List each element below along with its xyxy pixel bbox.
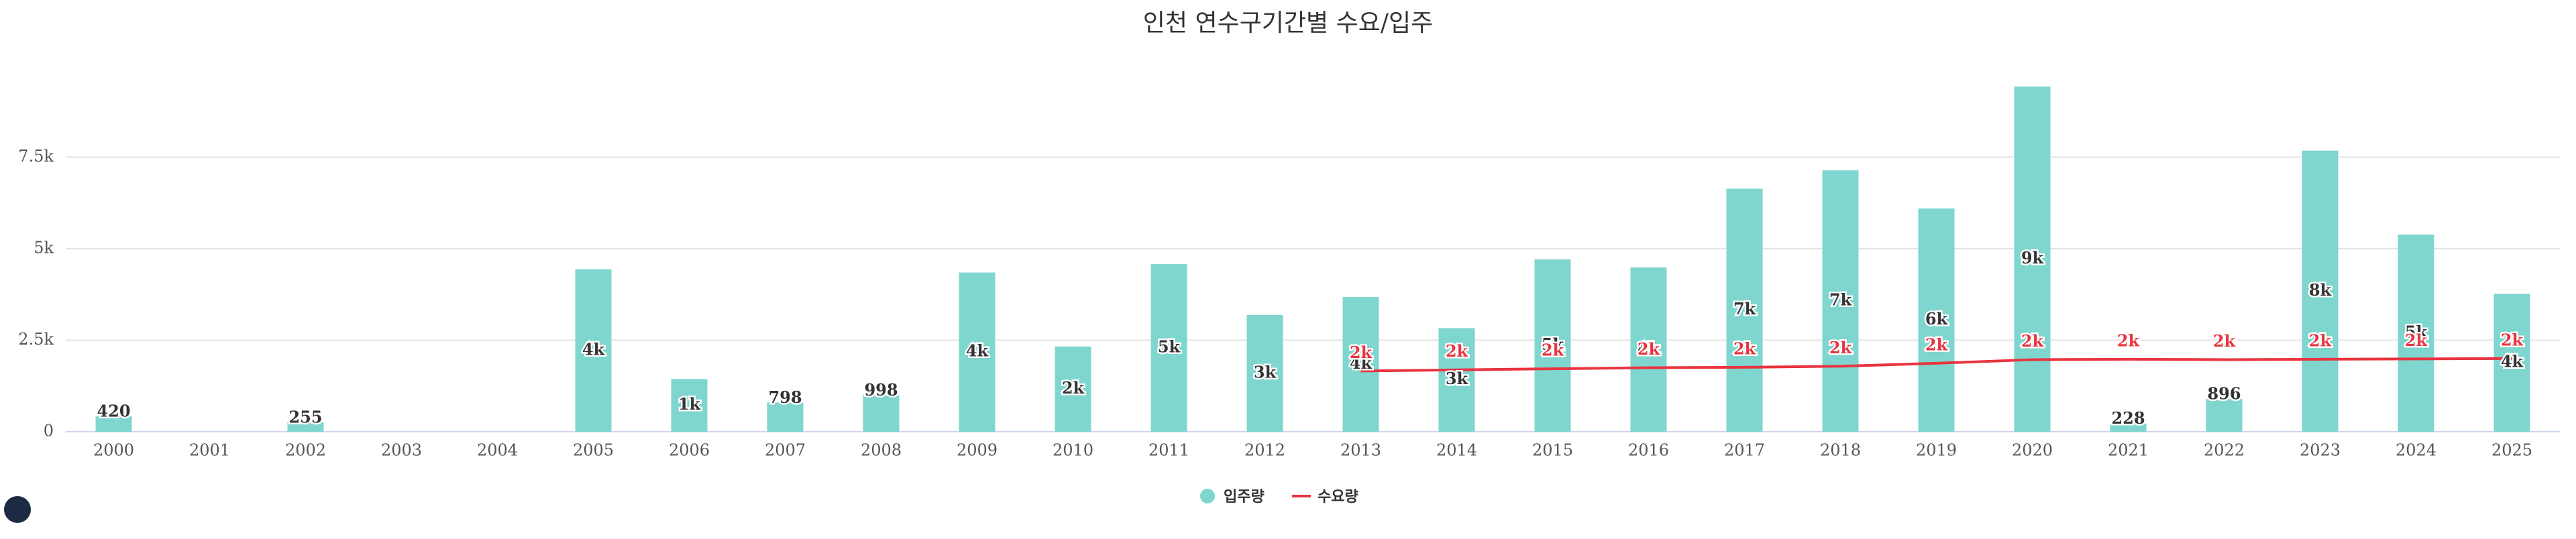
bar-value-label: 798 [768, 387, 802, 407]
bar-value-label: 2k [1062, 378, 1085, 398]
bar-value-label: 8k [2309, 280, 2332, 300]
x-tick-label: 2005 [573, 441, 614, 460]
bar [2302, 150, 2339, 432]
line-value-label: 2k [1350, 343, 1373, 362]
y-tick-label: 5k [34, 239, 54, 257]
bar-value-label: 3k [1254, 362, 1277, 381]
bar [959, 272, 996, 432]
x-tick-label: 2006 [669, 441, 710, 460]
x-tick-label: 2012 [1244, 441, 1285, 460]
bar [287, 422, 324, 432]
bar [863, 395, 900, 432]
bar-value-label: 255 [288, 408, 322, 427]
bar [1726, 188, 1763, 432]
x-tick-label: 2002 [285, 441, 326, 460]
bar-value-label: 1k [678, 394, 702, 414]
x-tick-label: 2016 [1628, 441, 1669, 460]
bar-value-label: 896 [2207, 384, 2241, 404]
x-tick-label: 2018 [1820, 441, 1861, 460]
bar-value-label: 420 [97, 402, 130, 421]
bar-value-label: 6k [1925, 309, 1949, 328]
bar [575, 269, 612, 432]
bar [1055, 346, 1091, 432]
bar [95, 416, 132, 432]
x-tick-label: 2009 [957, 441, 998, 460]
bar [1918, 208, 1955, 432]
x-tick-label: 2019 [1916, 441, 1957, 460]
line-value-label: 2k [1542, 341, 1565, 360]
bar-value-label: 9k [2021, 248, 2045, 267]
x-tick-label: 2020 [2012, 441, 2053, 460]
x-tick-label: 2024 [2396, 441, 2436, 460]
bar [767, 402, 804, 432]
line-value-label: 2k [2309, 331, 2332, 350]
bar [1630, 267, 1667, 432]
line-value-label: 2k [1925, 335, 1949, 354]
bar [1534, 259, 1571, 432]
line-value-label: 2k [1829, 338, 1853, 357]
bar [1822, 170, 1859, 432]
x-tick-label: 2021 [2108, 441, 2149, 460]
x-tick-label: 2001 [189, 441, 230, 460]
x-tick-label: 2017 [1724, 441, 1765, 460]
x-tick-label: 2025 [2491, 441, 2532, 460]
bar-value-label: 5k [1158, 337, 1181, 356]
x-tick-label: 2015 [1532, 441, 1573, 460]
bar-value-label: 4k [966, 341, 989, 361]
line-value-label: 2k [1638, 339, 1661, 359]
bar [1246, 314, 1283, 432]
line-value-label: 2k [2213, 331, 2237, 351]
bar-value-label: 4k [2501, 352, 2524, 371]
line-value-label: 2k [2117, 331, 2141, 350]
y-tick-label: 7.5k [18, 147, 54, 166]
x-tick-label: 2004 [477, 441, 518, 460]
bar-value-label: 5k [1542, 335, 1565, 354]
bar [1150, 263, 1187, 432]
bar [2493, 294, 2530, 432]
line-value-label: 2k [2021, 331, 2045, 351]
line [1360, 357, 2512, 373]
bar-value-label: 7k [1829, 290, 1853, 310]
x-tick-label: 2023 [2300, 441, 2341, 460]
x-tick-label: 2014 [1436, 441, 1477, 460]
x-tick-label: 2000 [93, 441, 134, 460]
legend-label: 수요량 [1318, 488, 1358, 505]
bar-value-label: 4k [1638, 339, 1661, 358]
x-tick-label: 2011 [1148, 441, 1189, 460]
y-tick-label: 2.5k [18, 330, 54, 349]
bar-value-label: 228 [2111, 408, 2145, 428]
bar [2398, 234, 2434, 432]
bar [1438, 328, 1475, 432]
bar-value-label: 998 [864, 380, 898, 400]
bar-value-label: 7k [1733, 299, 1757, 318]
bar [2014, 86, 2051, 432]
line-value-label: 2k [2405, 331, 2428, 350]
bar-value-label: 4k [1350, 353, 1373, 373]
bar-value-label: 5k [2405, 322, 2428, 341]
line-value-label: 2k [2501, 330, 2524, 349]
bar [1342, 297, 1379, 432]
line-value-label: 2k [1446, 341, 1469, 361]
bar [671, 379, 708, 432]
bar-value-label: 4k [582, 339, 606, 359]
bar [2110, 423, 2147, 432]
logo [4, 496, 31, 523]
line-value-label: 2k [1733, 339, 1757, 358]
bar [2206, 399, 2243, 432]
x-tick-label: 2003 [381, 441, 422, 460]
bar-value-label: 3k [1446, 369, 1469, 388]
legend-label: 입주량 [1224, 488, 1265, 505]
x-tick-label: 2007 [765, 441, 806, 460]
x-tick-label: 2010 [1053, 441, 1093, 460]
x-tick-label: 2013 [1340, 441, 1381, 460]
chart-title: 인천 연수구기간별 수요/입주 [1143, 9, 1433, 37]
legend-symbol [1200, 489, 1215, 503]
y-tick-label: 0 [44, 422, 54, 440]
x-tick-label: 2008 [861, 441, 902, 460]
x-tick-label: 2022 [2204, 441, 2245, 460]
